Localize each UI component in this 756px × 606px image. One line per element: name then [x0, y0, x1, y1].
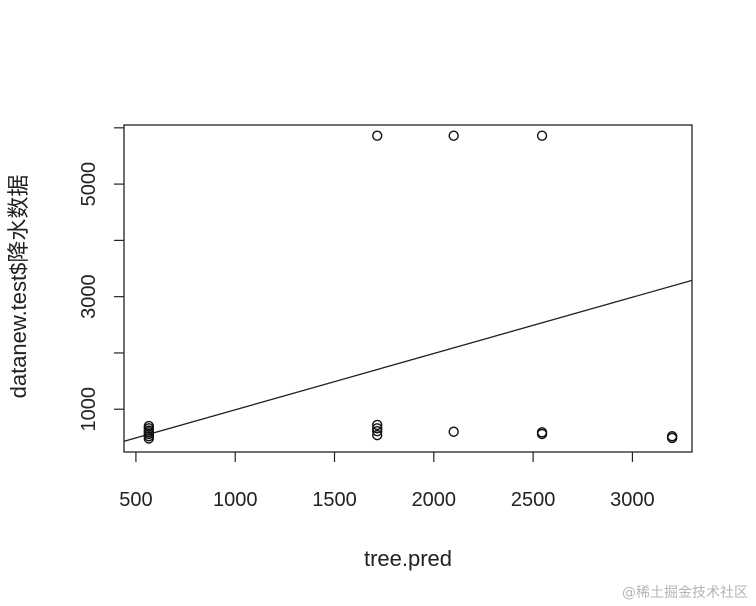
y-tick-label: 3000 — [78, 274, 100, 319]
data-point — [372, 130, 383, 141]
y-axis: 1000 3000 5000 — [78, 127, 124, 432]
x-tick-label: 1000 — [213, 489, 258, 511]
data-point — [372, 429, 383, 441]
data-point — [536, 130, 548, 141]
regression-line — [123, 279, 693, 442]
x-axis-title: tree.pred — [364, 546, 452, 571]
watermark-text: @稀土掘金技术社区 — [622, 585, 748, 601]
x-tick-label: 1500 — [312, 489, 357, 511]
y-tick-label: 1000 — [78, 387, 100, 432]
y-axis-title: datanew.test$降水数据 — [6, 175, 31, 399]
data-point — [143, 420, 155, 432]
x-tick-label: 2000 — [412, 489, 457, 511]
data-point — [448, 426, 459, 437]
data-point — [448, 130, 459, 141]
x-tick-label: 2500 — [511, 489, 556, 511]
data-points — [143, 130, 678, 444]
data-point — [666, 431, 678, 442]
data-point — [372, 423, 383, 434]
x-tick-label: 3000 — [610, 489, 655, 511]
data-point — [372, 419, 383, 431]
data-point — [372, 425, 383, 437]
x-axis: 500 1000 1500 2000 2500 3000 — [119, 452, 655, 511]
data-point — [536, 427, 548, 438]
y-tick-label: 5000 — [78, 162, 100, 207]
x-tick-label: 500 — [119, 489, 152, 511]
plot-frame — [123, 124, 693, 453]
